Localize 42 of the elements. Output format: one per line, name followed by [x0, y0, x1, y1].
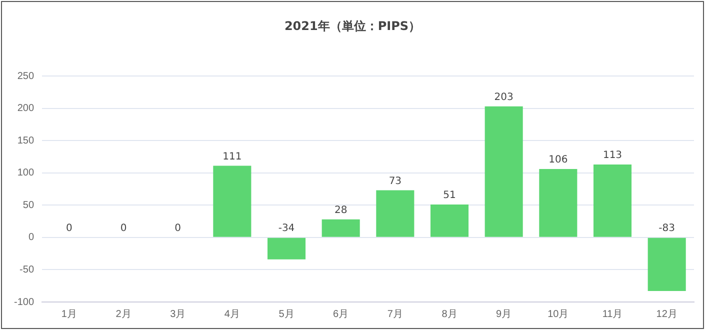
y-tick-label: 250 — [17, 70, 34, 82]
y-tick-label: 0 — [28, 232, 34, 244]
data-label: 111 — [222, 151, 242, 162]
bar — [539, 168, 578, 237]
data-label: 106 — [548, 154, 568, 166]
data-label: -34 — [278, 223, 295, 234]
x-tick-label: 8月 — [442, 308, 458, 320]
bar — [648, 238, 686, 292]
y-tick-label: 100 — [17, 168, 34, 179]
x-tick-label: 4月 — [224, 308, 240, 320]
x-tick-label: 2月 — [116, 308, 132, 320]
data-label: 0 — [120, 223, 127, 234]
bar — [484, 106, 523, 237]
x-tick-label: 1月 — [61, 308, 77, 320]
data-label: 28 — [334, 204, 348, 216]
x-tick-label: 5月 — [278, 308, 294, 320]
y-tick-label: -100 — [14, 296, 34, 308]
data-label: 0 — [66, 223, 72, 234]
x-tick-label: 9月 — [496, 308, 512, 320]
x-tick-label: 10月 — [548, 308, 569, 320]
x-tick-label: 7月 — [387, 308, 403, 320]
bar — [213, 166, 252, 237]
data-label: 0 — [174, 223, 182, 234]
data-label: 203 — [494, 92, 514, 103]
bar — [593, 164, 632, 237]
y-tick-label: 150 — [17, 135, 34, 146]
bar — [376, 190, 414, 237]
chart-title: 2021年（単位：PIPS） — [283, 18, 422, 35]
x-tick-label: 12月 — [656, 308, 678, 320]
data-label: 73 — [388, 176, 402, 187]
x-tick-label: 6月 — [333, 308, 349, 320]
y-tick-label: 200 — [17, 103, 34, 114]
data-label: 51 — [443, 190, 456, 202]
bar — [430, 204, 469, 237]
y-tick-label: 50 — [22, 200, 34, 211]
y-tick-label: -50 — [20, 264, 34, 276]
data-label: 113 — [602, 150, 622, 162]
x-tick-label: 11月 — [602, 308, 623, 320]
x-tick-label: 3月 — [170, 308, 186, 320]
bar — [322, 219, 360, 237]
bar — [267, 238, 306, 260]
data-label: -83 — [658, 223, 676, 234]
